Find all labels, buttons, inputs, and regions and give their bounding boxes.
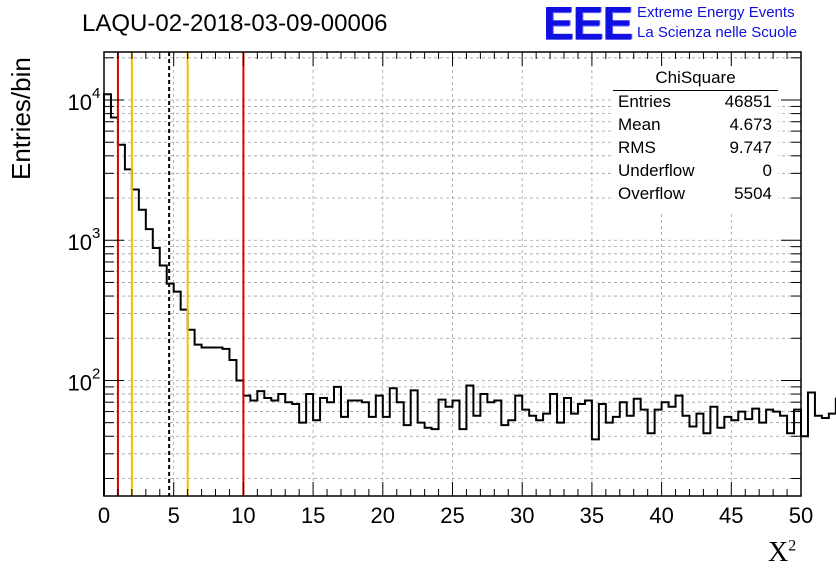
stats-label: RMS: [618, 138, 656, 157]
x-tick-label: 30: [510, 503, 534, 528]
x-tick-label: 10: [231, 503, 255, 528]
x-tick-label: 40: [649, 503, 673, 528]
eee-logo: EEE: [543, 0, 633, 49]
logo-line-2: La Scienza nelle Scuole: [637, 24, 798, 41]
stats-value: 46851: [724, 92, 772, 111]
y-tick-exponent: 3: [92, 225, 100, 242]
x-tick-label: 5: [168, 503, 180, 528]
stats-title: ChiSquare: [655, 68, 736, 87]
stats-value: 0: [762, 161, 772, 180]
marker-lines: [116, 52, 245, 496]
x-tick-label: 20: [371, 503, 395, 528]
x-axis-label: X2: [768, 537, 796, 569]
stats-row-overflow: Overflow 5504: [618, 184, 772, 206]
y-tick-label: 10: [68, 370, 92, 395]
stats-row-underflow: Underflow 0: [618, 161, 772, 183]
stats-value: 4.673: [729, 115, 772, 134]
stats-label: Underflow: [618, 161, 695, 180]
stats-label: Mean: [618, 115, 661, 134]
y-tick-exponent: 4: [92, 85, 100, 102]
x-axis-label-exponent: 2: [788, 537, 797, 555]
stats-label: Overflow: [618, 184, 686, 203]
y-tick-label: 10: [68, 90, 92, 115]
y-axis-label: Entries/bin: [6, 57, 36, 180]
x-tick-label: 15: [301, 503, 325, 528]
logo-line-1: Extreme Energy Events: [637, 4, 795, 21]
x-axis-label-base: X: [768, 537, 789, 568]
x-tick-label: 35: [580, 503, 604, 528]
stats-value: 9.747: [729, 138, 772, 157]
x-tick-label: 50: [789, 503, 813, 528]
stats-row-mean: Mean 4.673: [618, 115, 772, 137]
x-tick-label: 25: [440, 503, 464, 528]
x-tick-label: 0: [98, 503, 110, 528]
stats-box: ChiSquare Entries 46851 Mean 4.673 RMS 9…: [613, 66, 778, 212]
stats-row-rms: RMS 9.747: [618, 138, 772, 160]
stats-separator: [613, 90, 778, 91]
x-tick-label: 45: [719, 503, 743, 528]
y-tick-exponent: 2: [92, 365, 100, 382]
y-tick-label: 10: [68, 230, 92, 255]
plot-title: LAQU-02-2018-03-09-00006: [82, 10, 388, 37]
stats-row-entries: Entries 46851: [618, 92, 772, 114]
stats-label: Entries: [618, 92, 671, 111]
stats-value: 5504: [734, 184, 772, 203]
